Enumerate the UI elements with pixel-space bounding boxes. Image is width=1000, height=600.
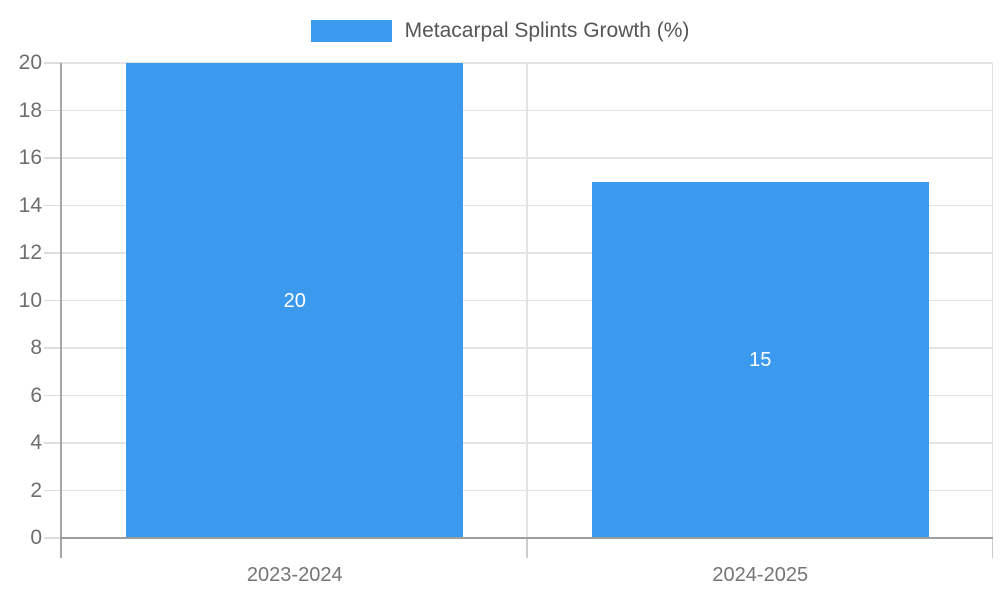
y-axis-tick [44, 62, 62, 64]
y-axis-tick [44, 109, 62, 112]
gridline [62, 62, 993, 64]
y-axis-tick [44, 489, 62, 492]
x-axis-line [60, 537, 993, 539]
y-axis-tick [44, 299, 62, 302]
gridline [62, 109, 993, 112]
gridline [62, 299, 993, 302]
gridline [62, 204, 993, 207]
y-axis-tick-label: 10 [18, 288, 42, 312]
chart-legend[interactable]: Metacarpal Splints Growth (%) [0, 16, 1000, 46]
bar-value-label: 15 [749, 348, 772, 371]
y-axis-tick [44, 204, 62, 207]
gridline [62, 347, 993, 349]
y-axis-tick [44, 252, 62, 254]
gridline [62, 442, 993, 444]
bar-value-label: 20 [283, 289, 306, 312]
legend-label: Metacarpal Splints Growth (%) [404, 19, 690, 42]
y-axis-tick-label: 20 [18, 51, 42, 74]
y-axis-tick [44, 537, 62, 539]
y-axis-tick-label: 4 [30, 431, 42, 454]
y-axis-tick [44, 394, 62, 397]
y-axis-tick-label: 18 [18, 98, 42, 122]
gridline [62, 489, 993, 492]
x-axis-category-label: 2024-2025 [712, 564, 809, 586]
x-axis-category-label: 2023-2024 [246, 564, 343, 586]
y-axis-tick-label: 8 [30, 336, 42, 359]
y-axis-tick [44, 347, 62, 349]
x-axis-tick [526, 538, 528, 558]
y-axis-tick [44, 442, 62, 444]
gridline [991, 63, 993, 538]
x-axis-tick [991, 538, 993, 558]
y-axis-tick-label: 0 [30, 526, 42, 549]
y-axis-tick [44, 157, 62, 159]
y-axis-line [60, 63, 62, 558]
gridline [62, 394, 993, 397]
y-axis-tick-label: 12 [18, 241, 42, 264]
gridline [62, 157, 993, 159]
plot-area: 0 2 4 6 8 10 12 14 16 18 20 20 15 2023-2024 2024-2025 [19, 51, 993, 586]
legend-swatch [310, 20, 392, 42]
y-axis-tick-label: 6 [30, 383, 42, 407]
gridline [62, 252, 993, 254]
gridline [526, 63, 528, 538]
y-axis-tick-label: 2 [30, 478, 42, 502]
bar[interactable]: 15 [591, 181, 929, 538]
y-axis-tick-label: 14 [18, 193, 42, 217]
bar[interactable]: 20 [126, 63, 464, 538]
y-axis-tick-label: 16 [18, 146, 42, 169]
